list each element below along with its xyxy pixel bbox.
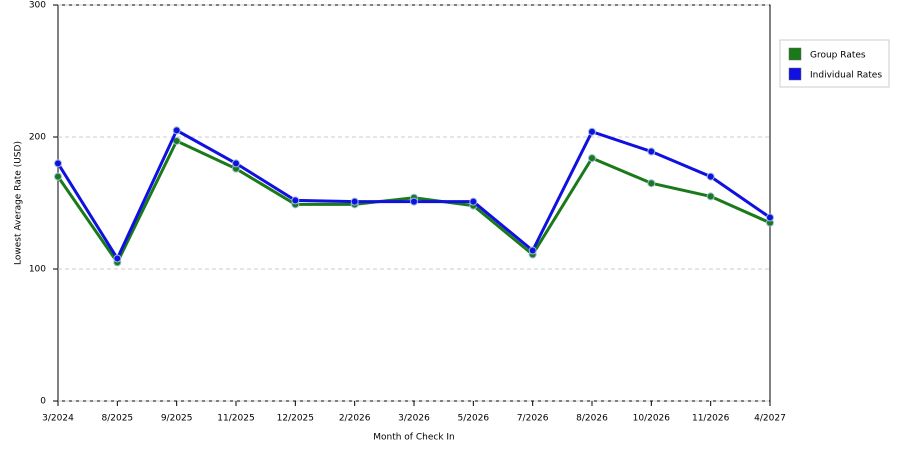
x-tick-label: 3/2024 [42, 414, 74, 424]
data-point [588, 127, 596, 136]
legend-swatch [788, 67, 802, 81]
data-point [706, 192, 715, 201]
data-point [54, 172, 62, 181]
y-tick-label: 100 [29, 265, 46, 275]
x-tick-label: 8/2025 [101, 414, 133, 424]
x-tick-label: 5/2026 [457, 414, 489, 424]
x-tick-label: 2/2026 [339, 414, 371, 424]
y-tick-label: 300 [29, 1, 46, 11]
data-point [410, 197, 418, 206]
data-point [172, 126, 181, 135]
data-point [766, 213, 774, 222]
y-axis-label: Lowest Average Rate (USD) [14, 141, 24, 265]
data-point [588, 154, 596, 163]
data-point [291, 196, 300, 205]
data-point [232, 159, 240, 168]
data-point [469, 197, 478, 206]
y-tick-label: 200 [29, 133, 46, 143]
x-tick-label: 8/2026 [576, 414, 608, 424]
x-tick-label: 3/2026 [398, 414, 430, 424]
x-tick-label: 11/2026 [692, 414, 730, 424]
legend-label: Individual Rates [810, 71, 882, 81]
y-tick-label: 0 [40, 397, 46, 407]
x-tick-label: 10/2026 [633, 414, 671, 424]
x-tick-label: 4/2027 [754, 414, 786, 424]
x-axis-label: Month of Check In [373, 433, 455, 443]
x-tick-label: 7/2026 [517, 414, 549, 424]
data-point [54, 159, 62, 168]
x-tick-label: 12/2025 [277, 414, 314, 424]
data-point [647, 147, 656, 156]
x-tick-label: 9/2025 [161, 414, 193, 424]
legend-swatch [788, 47, 802, 61]
data-point [647, 179, 656, 188]
data-point [528, 246, 537, 255]
data-point [706, 172, 715, 181]
legend-label: Group Rates [810, 51, 866, 61]
x-tick-label: 11/2025 [217, 414, 254, 424]
data-point [113, 254, 122, 263]
data-point [350, 197, 359, 206]
